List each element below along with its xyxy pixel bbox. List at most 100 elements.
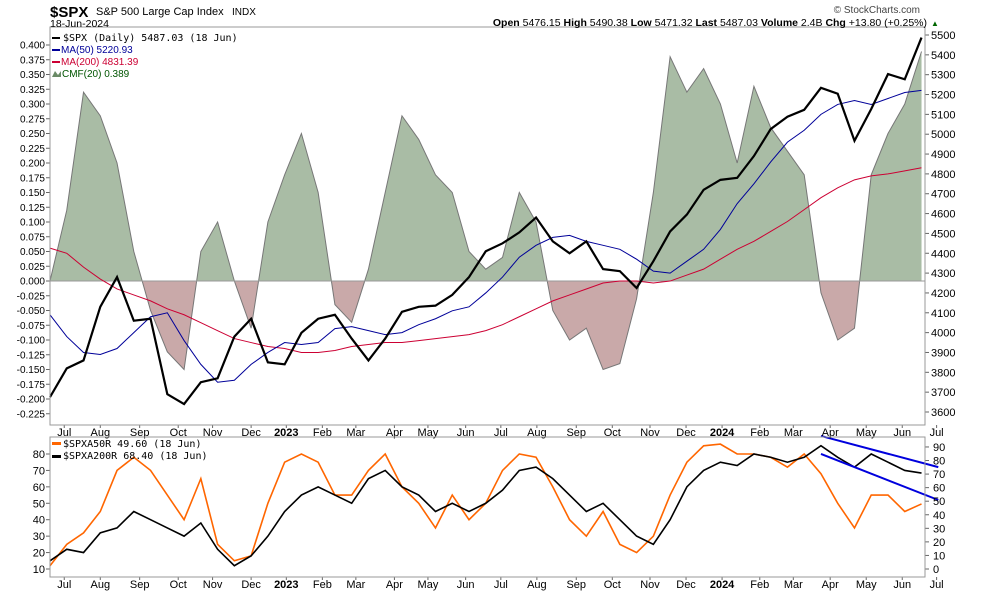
stat-value: +13.80 (+0.25%)	[849, 17, 927, 29]
legend-ma200: MA(200) 4831.39	[61, 57, 139, 68]
x-tick-label: Apr	[822, 427, 839, 439]
stat-label: Open	[493, 17, 523, 29]
lower-right-tick-label: 10	[933, 550, 945, 562]
x-tick-label: Oct	[604, 427, 621, 439]
lower-left-tick-label: 40	[33, 515, 45, 527]
x-tick-label: 2023	[274, 427, 298, 439]
lower-right-tick-label: 80	[933, 456, 945, 468]
cmf-tick-label: 0.275	[20, 114, 45, 125]
cmf-tick-label: 0.075	[20, 232, 45, 243]
x-tick-label: Jul	[494, 579, 508, 591]
cmf-tick-label: -0.125	[17, 350, 46, 361]
lower-panel-frame	[49, 436, 926, 578]
cmf-tick-label: -0.050	[17, 306, 46, 317]
x-tick-label: Mar	[784, 427, 803, 439]
cmf-tick-label: 0.100	[20, 218, 45, 229]
ma200-line	[49, 167, 922, 353]
cmf-tick-label: -0.025	[17, 291, 46, 302]
exchange: INDX	[232, 7, 256, 18]
stat-value: 5471.32	[655, 17, 696, 29]
price-tick-label: 4900	[931, 149, 955, 161]
price-tick-label: 4300	[931, 268, 955, 280]
x-tick-label: Nov	[203, 427, 223, 439]
lower-left-tick-label: 10	[33, 564, 45, 576]
cmf-tick-label: 0.225	[20, 144, 45, 155]
price-tick-label: 4700	[931, 189, 955, 201]
x-tick-label: Sep	[130, 427, 150, 439]
x-tick-label: Mar	[346, 579, 365, 591]
x-tick-label: 2024	[710, 579, 735, 591]
x-tick-label: Apr	[386, 427, 403, 439]
price-tick-label: 5000	[931, 129, 955, 141]
price-tick-label: 4600	[931, 209, 955, 221]
ma50-line	[49, 89, 922, 383]
x-tick-label: Dec	[676, 427, 696, 439]
cmf-tick-label: -0.100	[17, 336, 46, 347]
price-tick-label: 4800	[931, 169, 955, 181]
stat-value: 2.4B	[801, 17, 826, 29]
price-tick-label: 4400	[931, 248, 955, 260]
price-tick-label: 4100	[931, 308, 955, 320]
stat-label: Chg	[825, 17, 848, 29]
lower-right-tick-label: 40	[933, 510, 945, 522]
cmf-tick-label: 0.200	[20, 159, 45, 170]
chart-date: 18-Jun-2024	[50, 18, 109, 30]
x-tick-label: Jun	[457, 579, 475, 591]
x-tick-label: Feb	[313, 579, 332, 591]
lower-right-tick-label: 60	[933, 483, 945, 495]
trendline-lower	[820, 453, 939, 501]
lower-right-tick-label: 20	[933, 537, 945, 549]
watermark: © StockCharts.com	[834, 5, 920, 16]
area-chart-icon	[52, 71, 61, 77]
symbol: $SPX	[50, 4, 88, 21]
price-tick-label: 5500	[931, 30, 955, 42]
x-tick-label: Feb	[750, 427, 769, 439]
lower-left-tick-label: 70	[33, 465, 45, 477]
main-legend: $SPX (Daily) 5487.03 (18 Jun) MA(50) 522…	[52, 33, 238, 80]
lower-left-tick-label: 50	[33, 498, 45, 510]
up-arrow-icon: ▲	[931, 19, 939, 28]
price-tick-label: 3900	[931, 347, 955, 359]
stat-value: 5487.03	[720, 17, 761, 29]
cmf-tick-label: 0.325	[20, 85, 45, 96]
x-tick-label: Jun	[893, 427, 911, 439]
stat-label: Volume	[761, 17, 801, 29]
cmf-tick-label: 0.025	[20, 262, 45, 273]
cmf-tick-label: -0.150	[17, 365, 46, 376]
ohlc-stats: Open 5476.15 High 5490.38 Low 5471.32 La…	[493, 17, 927, 29]
price-tick-label: 3600	[931, 407, 955, 419]
x-tick-label: Oct	[604, 579, 621, 591]
index-name: S&P 500 Large Cap Index	[96, 6, 224, 18]
x-tick-label: May	[856, 427, 877, 439]
x-tick-label: Apr	[822, 579, 839, 591]
cmf-tick-label: 0.050	[20, 247, 45, 258]
x-tick-label: May	[418, 427, 439, 439]
price-tick-label: 5300	[931, 70, 955, 82]
stat-label: Low	[631, 17, 655, 29]
cmf-tick-label: 0.400	[20, 41, 45, 52]
x-tick-label: May	[856, 579, 877, 591]
stat-value: 5476.15	[523, 17, 564, 29]
legend-spx: $SPX (Daily) 5487.03 (18 Jun)	[63, 33, 238, 44]
spx-price-line	[49, 37, 923, 406]
x-tick-label: Nov	[203, 579, 223, 591]
price-tick-label: 3800	[931, 367, 955, 379]
cmf-tick-label: 0.125	[20, 203, 45, 214]
cmf-negative-area	[50, 281, 922, 370]
x-tick-label: Jul	[57, 427, 71, 439]
x-tick-label: Aug	[90, 579, 110, 591]
x-tick-label: Sep	[566, 579, 586, 591]
lower-left-tick-label: 60	[33, 482, 45, 494]
x-tick-label: Jul	[930, 427, 944, 439]
x-tick-label: Dec	[241, 579, 261, 591]
price-tick-label: 5200	[931, 90, 955, 102]
x-tick-label: Feb	[313, 427, 332, 439]
x-tick-label: 2024	[710, 427, 735, 439]
x-tick-label: Mar	[784, 579, 803, 591]
stat-value: 5490.38	[590, 17, 631, 29]
lower-right-tick-label: 0	[933, 564, 939, 576]
legend-a200: $SPXA200R 68.40 (18 Jun)	[63, 451, 208, 462]
lower-right-tick-label: 90	[933, 442, 945, 454]
price-tick-label: 3700	[931, 387, 955, 399]
x-tick-label: Sep	[130, 579, 150, 591]
